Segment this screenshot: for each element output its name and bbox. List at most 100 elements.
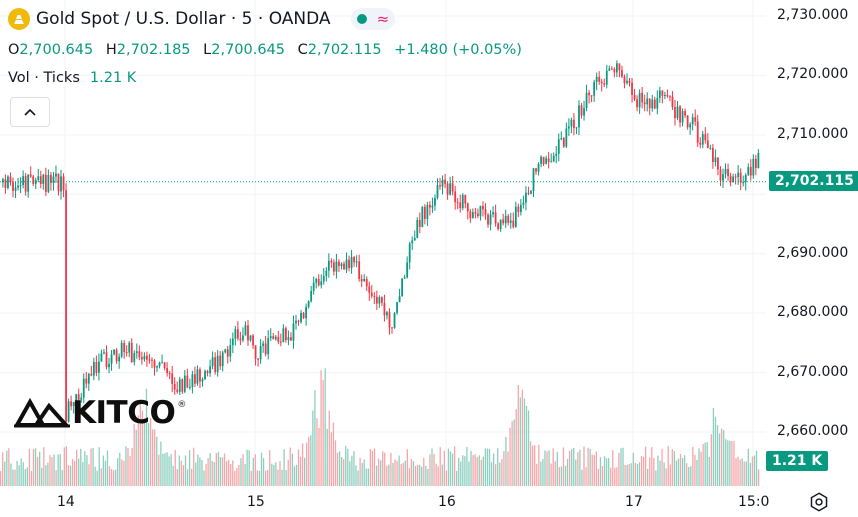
volume-bar-up	[519, 397, 521, 486]
candle-down	[368, 286, 371, 293]
candle-up	[87, 373, 90, 384]
candle-down	[641, 92, 644, 103]
volume-bar-up	[684, 455, 686, 486]
volume-bar-down	[733, 441, 735, 486]
candle-up	[732, 176, 735, 183]
volume-bar-up	[125, 446, 127, 486]
candle-up	[60, 176, 62, 192]
candle-up	[426, 205, 429, 219]
candle-down	[598, 76, 601, 82]
candle-up	[560, 138, 563, 140]
volume-bar-up	[197, 454, 199, 486]
volume-bar-up	[575, 459, 577, 486]
volume-bar-down	[73, 460, 76, 486]
candle-down	[694, 117, 697, 122]
candle-down	[290, 337, 292, 341]
volume-bar-down	[332, 422, 335, 486]
volume-bar-down	[0, 470, 2, 486]
volume-bar-up	[6, 450, 8, 486]
volume-bar-down	[174, 449, 176, 486]
candle-up	[100, 353, 103, 362]
collapse-legend-button[interactable]	[10, 97, 50, 127]
volume-bar-down	[587, 447, 589, 486]
volume-bar-down	[667, 446, 669, 486]
candle-up	[80, 397, 83, 400]
candle-down	[95, 361, 98, 373]
volume-bar-down	[221, 457, 224, 486]
chart-settings-icon[interactable]	[808, 491, 830, 513]
volume-bar-down	[511, 421, 513, 486]
candle-down	[631, 82, 633, 95]
volume-bar-up	[363, 459, 365, 486]
volume-bar-up	[388, 464, 390, 486]
volume-bar-up	[361, 462, 363, 486]
volume-bar-down	[529, 441, 532, 486]
candle-up	[315, 278, 318, 283]
volume-bar-down	[552, 448, 554, 486]
candle-down	[590, 95, 593, 97]
volume-bar-down	[287, 459, 289, 486]
price-tick-label: 2,710.000	[777, 125, 849, 142]
candle-up	[72, 402, 75, 407]
candle-up	[295, 320, 297, 324]
symbol-title[interactable]: Gold Spot / U.S. Dollar · 5 · OANDA	[36, 9, 331, 29]
volume-bar-down	[671, 449, 673, 486]
volume-bar-up	[523, 398, 526, 486]
candle-up	[658, 90, 661, 98]
candle-up	[161, 362, 163, 364]
candle-up	[651, 99, 654, 109]
volume-bar-up	[275, 462, 277, 486]
volume-bar-up	[24, 469, 26, 486]
volume-bar-down	[700, 451, 702, 486]
volume-bar-up	[548, 450, 550, 486]
candle-down	[62, 176, 65, 191]
volume-bar-down	[731, 441, 733, 486]
volume-bar-up	[755, 450, 758, 486]
candle-up	[234, 329, 237, 339]
candle-up	[113, 349, 115, 355]
candle-down	[512, 220, 515, 227]
volume-bar-up	[677, 458, 680, 486]
chart-area[interactable]	[0, 0, 766, 486]
candle-up	[221, 352, 224, 367]
candle-up	[143, 355, 146, 360]
volume-bar-down	[595, 451, 597, 486]
volume-bar-up	[283, 449, 285, 486]
candle-down	[125, 352, 128, 354]
volume-bar-down	[501, 459, 503, 486]
market-status-toggle[interactable]: ≈	[350, 8, 396, 30]
volume-bar-up	[143, 418, 146, 486]
candle-up	[363, 279, 366, 282]
volume-bar-up	[61, 470, 63, 486]
symbol-header[interactable]: Gold Spot / U.S. Dollar · 5 · OANDA ≈	[8, 8, 396, 30]
volume-bar-up	[714, 416, 717, 486]
volume-bar-up	[456, 470, 458, 486]
volume-bar-down	[139, 403, 141, 486]
candle-up	[411, 240, 414, 244]
volume-bar-down	[129, 456, 131, 486]
volume-bar-up	[240, 458, 242, 486]
candle-down	[171, 373, 174, 384]
candle-down	[130, 342, 133, 362]
candle-down	[429, 205, 431, 208]
candle-up	[262, 343, 265, 347]
volume-bar-down	[546, 451, 548, 486]
volume-bar-up	[340, 456, 343, 486]
candle-up	[191, 374, 194, 387]
volume-bar-up	[478, 455, 480, 486]
candle-up	[408, 243, 411, 263]
volume-bar-down	[207, 458, 209, 486]
volume-bar-up	[20, 458, 22, 486]
candle-down	[365, 279, 368, 287]
candle-down	[85, 378, 88, 384]
volume-bar-down	[14, 469, 16, 486]
candle-up	[434, 197, 436, 206]
candle-up	[158, 362, 161, 367]
candle-up	[570, 119, 573, 127]
candle-up	[231, 338, 234, 346]
volume-bar-down	[316, 418, 318, 486]
volume-legend[interactable]: Vol · Ticks 1.21 K	[8, 70, 136, 86]
volume-bar-down	[739, 459, 741, 486]
volume-bar-down	[369, 449, 372, 486]
volume-bar-up	[712, 408, 715, 486]
